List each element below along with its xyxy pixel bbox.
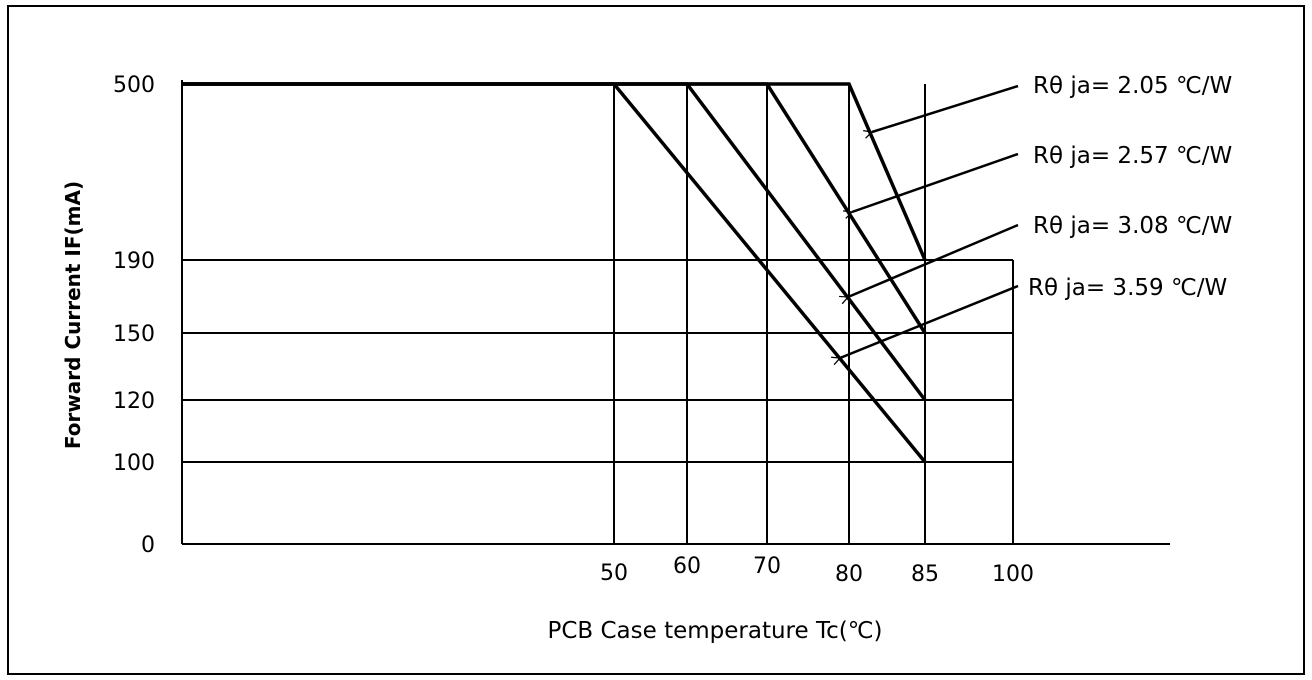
series-label-arrow-1 [872, 84, 1019, 132]
y-tick-label: 500 [113, 73, 155, 98]
series-line-4 [182, 82, 927, 464]
series-group [182, 82, 927, 464]
series-label-3: Rθ ja= 3.08 ℃/W [1033, 213, 1232, 239]
x-tick-label: 60 [673, 554, 701, 579]
y-axis-title: Forward Current IF(mA) [61, 181, 85, 449]
x-tick-label: 50 [600, 561, 628, 586]
series-label-1: Rθ ja= 2.05 ℃/W [1033, 73, 1232, 99]
labels-group: 0 100 120 150 190 500 50 60 70 80 85 100 Rθ ja= 2.05… [113, 73, 1232, 587]
grid [182, 84, 1014, 544]
y-tick-label: 150 [113, 322, 155, 347]
y-tick-label: 120 [113, 389, 155, 414]
series-label-4: Rθ ja= 3.59 ℃/W [1028, 275, 1227, 301]
y-tick-label: 190 [113, 249, 155, 274]
x-axis-title: PCB Case temperature Tc(℃) [547, 618, 882, 644]
x-tick-label: 85 [911, 562, 939, 587]
y-tick-label: 100 [113, 451, 155, 476]
series-line-2 [182, 82, 927, 334]
axes [181, 80, 1170, 545]
series-label-arrow-3 [848, 223, 1019, 297]
chart-frame [7, 5, 1305, 675]
x-tick-label: 80 [835, 562, 863, 587]
series-line-3 [182, 82, 927, 402]
x-tick-label: 100 [992, 562, 1034, 587]
y-tick-label: 0 [141, 533, 155, 558]
series-line-1 [182, 82, 927, 261]
series-label-2: Rθ ja= 2.57 ℃/W [1033, 143, 1232, 169]
series-label-arrow-4 [840, 284, 1019, 358]
series-label-arrow-2 [852, 152, 1019, 212]
x-tick-label: 70 [753, 554, 781, 579]
